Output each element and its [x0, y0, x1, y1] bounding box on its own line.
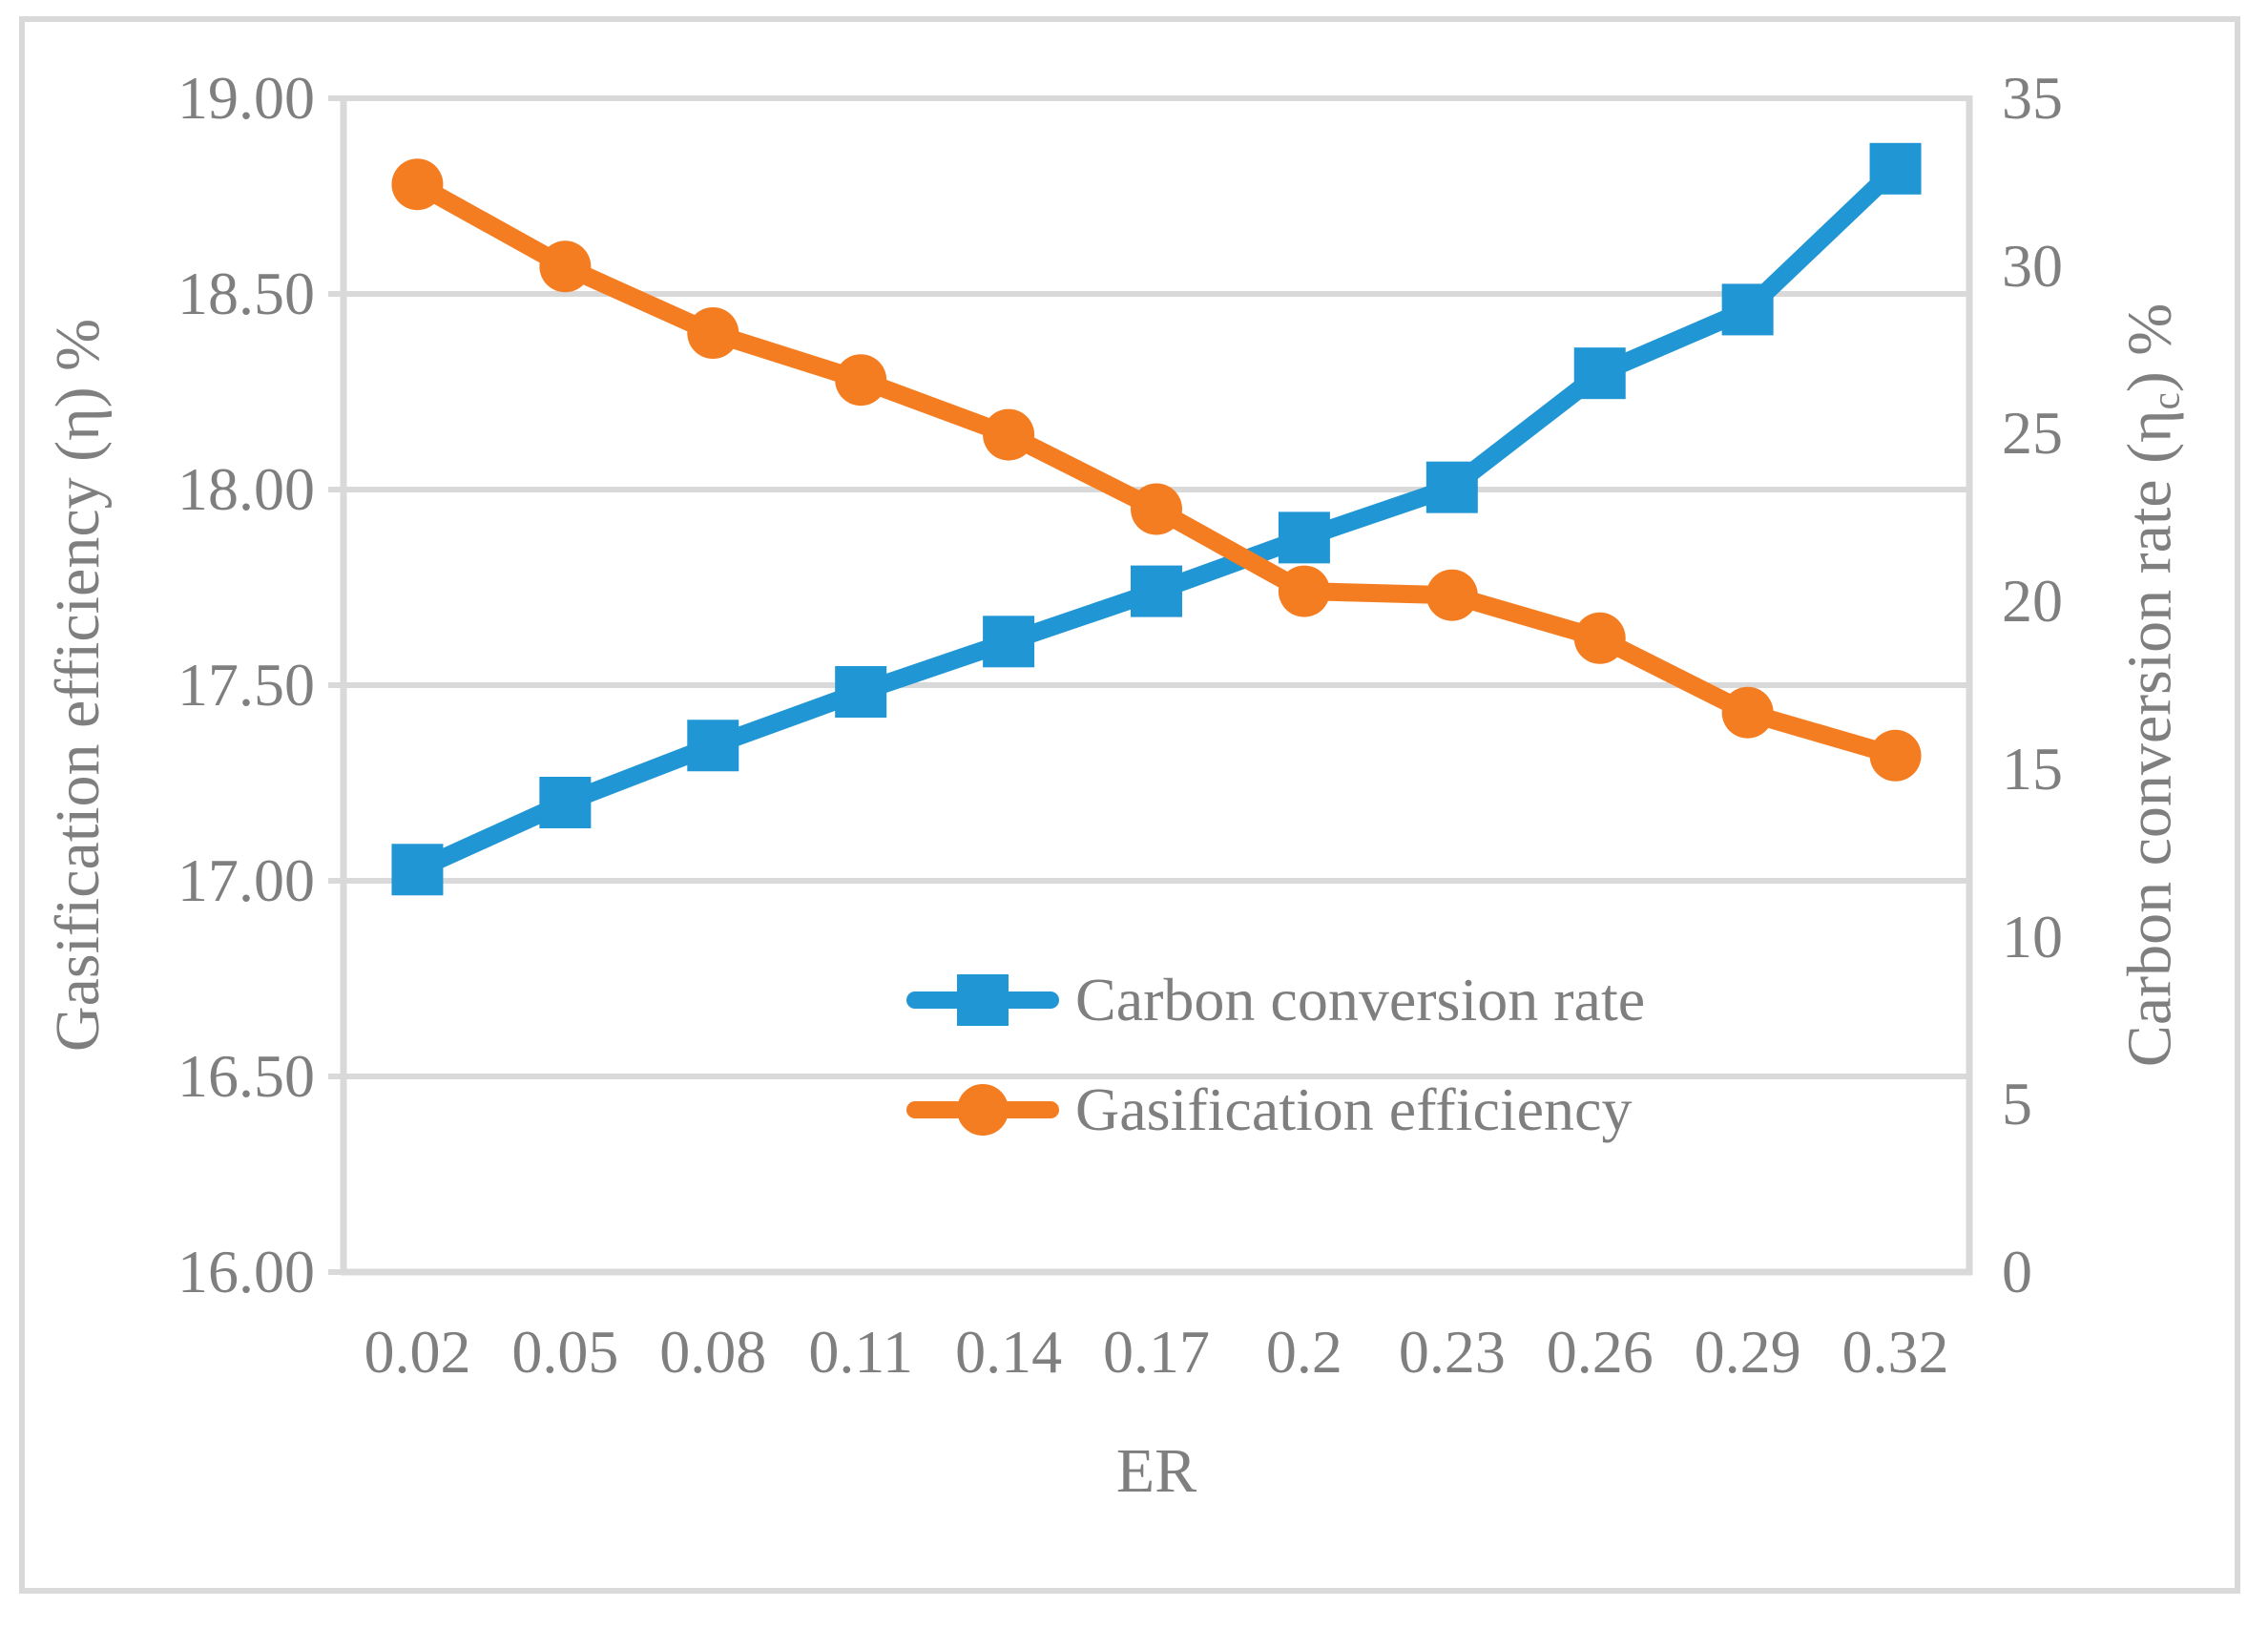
x-axis-tick-label: 0.17	[1103, 1318, 1210, 1386]
right-axis-title-text: Carbon conversion rate (η	[2114, 409, 2185, 1068]
right-axis-tick-label: 25	[2002, 399, 2063, 468]
right-axis-tick-label: 5	[2002, 1070, 2032, 1138]
right-axis-title: Carbon conversion rate (ηc) %	[2113, 303, 2204, 1067]
data-point-marker	[835, 666, 887, 719]
right-axis-tick-label: 20	[2002, 567, 2063, 636]
legend-line-sample	[906, 1074, 1059, 1146]
data-point-marker	[1721, 686, 1774, 739]
data-point-marker	[687, 720, 739, 772]
x-axis-tick-label: 0.14	[955, 1318, 1063, 1386]
data-point-marker	[1425, 461, 1478, 513]
right-axis-title-suffix: ) %	[2114, 303, 2185, 393]
right-axis-tick-label: 10	[2002, 902, 2063, 971]
right-axis-title-subscript: c	[2144, 392, 2188, 410]
data-point-marker	[1425, 569, 1478, 621]
data-point-marker	[1721, 283, 1774, 336]
legend-square-marker-icon	[957, 974, 1009, 1026]
data-point-marker	[1573, 347, 1626, 400]
data-point-marker	[539, 240, 592, 293]
legend-entry-carbon-conversion-rate: Carbon conversion rate	[906, 964, 1645, 1036]
right-axis-tick-label: 30	[2002, 231, 2063, 300]
left-axis-tick-label: 18.50	[177, 260, 315, 327]
data-point-marker	[1869, 729, 1922, 782]
right-axis-tick-label: 0	[2002, 1238, 2032, 1305]
x-axis-tick-label: 0.02	[364, 1318, 471, 1386]
data-point-marker	[1131, 565, 1182, 617]
x-axis-tick-label: 0.2	[1265, 1318, 1342, 1386]
data-point-marker	[391, 844, 444, 896]
x-axis-tick-label: 0.08	[659, 1318, 767, 1386]
data-point-marker	[1278, 511, 1330, 564]
legend-label-gasification-efficiency: Gasification efficiency	[1075, 1075, 1633, 1143]
x-axis-title: ER	[1115, 1436, 1197, 1506]
left-axis-title: Gasification efficiency (η) %	[43, 318, 113, 1053]
legend-entry-gasification-efficiency: Gasification efficiency	[906, 1074, 1632, 1146]
figure-border	[19, 16, 2240, 1594]
data-point-marker	[835, 354, 887, 407]
x-axis-tick-label: 0.23	[1398, 1318, 1506, 1386]
x-axis-tick-label: 0.29	[1694, 1318, 1801, 1386]
left-axis-tick-label: 17.00	[177, 846, 315, 914]
legend-label-carbon-conversion-rate: Carbon conversion rate	[1075, 966, 1646, 1033]
legend-line-sample	[906, 964, 1059, 1036]
x-axis-tick-label: 0.05	[511, 1318, 619, 1386]
data-point-marker	[1573, 612, 1626, 664]
x-axis-tick-label: 0.32	[1841, 1318, 1949, 1386]
x-axis-tick-label: 0.11	[808, 1318, 913, 1386]
x-axis-tick-label: 0.26	[1546, 1318, 1654, 1386]
left-axis-tick-label: 18.00	[177, 455, 315, 523]
legend-circle-marker-icon	[957, 1084, 1009, 1136]
left-axis-tick-label: 19.00	[177, 64, 315, 132]
data-point-marker	[1278, 565, 1330, 617]
data-point-marker	[1131, 483, 1182, 535]
right-axis-tick-label: 35	[2002, 64, 2063, 132]
left-axis-tick-label: 17.50	[177, 651, 315, 719]
data-point-marker	[391, 158, 444, 211]
left-axis-tick-label: 16.50	[177, 1042, 315, 1110]
data-point-marker	[983, 408, 1035, 461]
right-axis-tick-label: 15	[2002, 734, 2063, 803]
series-line-gasification-efficiency	[407, 175, 1905, 765]
data-point-marker	[687, 307, 739, 359]
data-point-marker	[539, 777, 592, 828]
data-point-marker	[983, 616, 1035, 668]
left-axis-tick-label: 16.00	[177, 1238, 315, 1305]
data-point-marker	[1869, 142, 1922, 195]
